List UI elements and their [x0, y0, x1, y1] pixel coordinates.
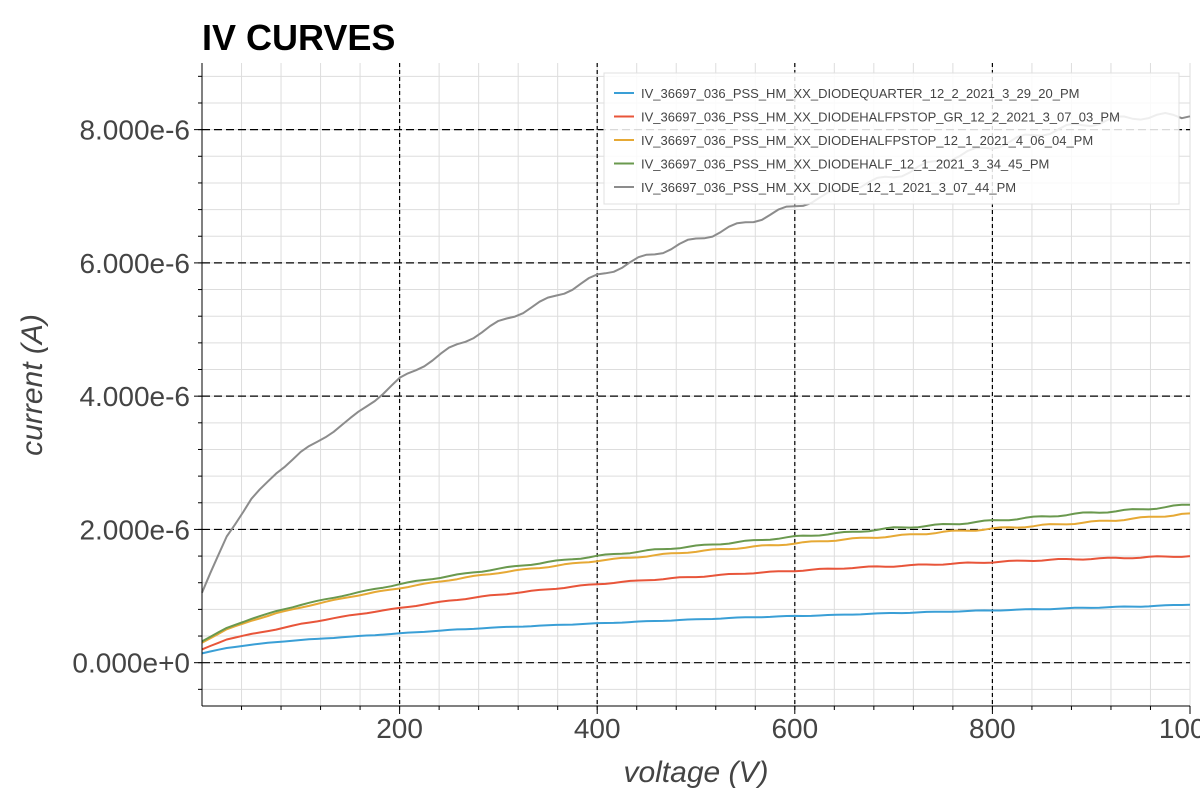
series-line-1: [201, 603, 1191, 655]
axis-ticks: [194, 75, 1191, 714]
series-line-4: [201, 503, 1191, 643]
x-tick-label: 400: [574, 713, 621, 744]
legend-label: IV_36697_036_PSS_HM_XX_DIODE_12_1_2021_3…: [641, 180, 1016, 195]
series-line-3: [201, 512, 1191, 644]
y-tick-label: 8.000e-6: [79, 115, 190, 146]
x-tick-label: 200: [376, 713, 423, 744]
legend: IV_36697_036_PSS_HM_XX_DIODEQUARTER_12_2…: [603, 72, 1180, 205]
legend-label: IV_36697_036_PSS_HM_XX_DIODEHALFPSTOP_GR…: [641, 110, 1120, 125]
y-tick-label: 4.000e-6: [79, 381, 190, 412]
y-axis-label: current (A): [16, 314, 49, 456]
x-tick-label: 600: [771, 713, 818, 744]
series-line-2: [201, 555, 1191, 651]
x-axis-label: voltage (V): [623, 756, 768, 789]
legend-label: IV_36697_036_PSS_HM_XX_DIODEHALF_12_1_20…: [641, 157, 1049, 172]
legend-label: IV_36697_036_PSS_HM_XX_DIODEQUARTER_12_2…: [641, 86, 1079, 101]
x-tick-label: 800: [969, 713, 1016, 744]
chart-title: IV CURVES: [202, 17, 395, 58]
legend-label: IV_36697_036_PSS_HM_XX_DIODEHALFPSTOP_12…: [641, 133, 1093, 148]
y-tick-label: 6.000e-6: [79, 248, 190, 279]
y-tick-label: 2.000e-6: [79, 514, 190, 545]
series-lines: [201, 112, 1191, 655]
y-tick-label: 0.000e+0: [72, 648, 190, 679]
legend-box: [603, 72, 1180, 205]
